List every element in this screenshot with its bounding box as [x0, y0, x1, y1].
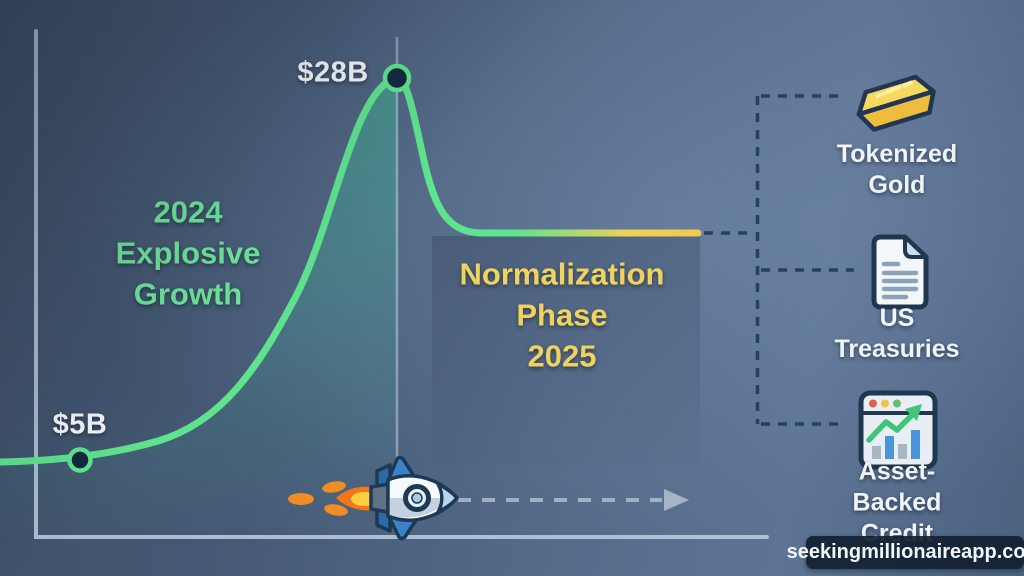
asset-label-us-treasuries: US Treasuries — [834, 304, 960, 363]
asset-connector-lines — [704, 94, 854, 426]
chart-axes — [34, 29, 769, 539]
start-point-marker — [67, 447, 93, 473]
dashed-progress-arrow — [458, 489, 689, 511]
normalization-shade-band — [432, 236, 700, 466]
document-icon — [860, 230, 936, 314]
start-value-label: $5B — [52, 408, 108, 441]
growth-curve-line — [0, 74, 702, 466]
peak-point-marker — [382, 63, 412, 93]
gold-bar-icon — [845, 60, 945, 138]
watermark-badge: seekingmillionaireapp.com — [787, 536, 1024, 569]
watermark-text: seekingmillionaireapp.com — [786, 541, 1024, 563]
normalization-phase-label: Normalization Phase 2025 — [459, 256, 665, 374]
asset-label-tokenized-gold: Tokenized Gold — [836, 140, 958, 199]
growth-phase-label: 2024 Explosive Growth — [115, 194, 261, 312]
rocket-icon — [288, 455, 459, 541]
chart-window-icon — [852, 384, 944, 476]
peak-value-label: $28B — [297, 56, 369, 89]
under-curve-fill — [0, 78, 397, 536]
